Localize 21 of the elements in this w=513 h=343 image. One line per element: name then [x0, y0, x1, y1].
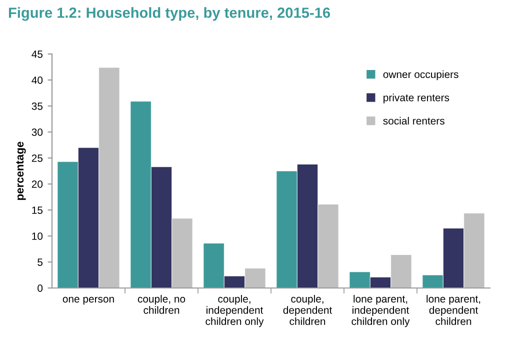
- legend-label: social renters: [383, 116, 444, 125]
- y-tick-label: 30: [32, 128, 43, 136]
- x-tick-label: couple, independent children only: [206, 294, 264, 328]
- y-tick-label: 35: [32, 102, 43, 110]
- chart-title: Figure 1.2: Household type, by tenure, 2015-16: [8, 7, 330, 21]
- y-tick-label: 0: [38, 284, 43, 292]
- y-tick-label: 15: [32, 206, 43, 214]
- y-tick-label: 45: [32, 50, 43, 58]
- x-tick-label: one person: [62, 296, 114, 305]
- y-tick-label: 20: [32, 180, 43, 188]
- x-tick-label: couple, dependent children: [283, 294, 332, 326]
- y-tick-label: 5: [38, 258, 43, 266]
- legend-label: private renters: [384, 94, 450, 104]
- x-tick-label: lone parent, dependent children: [426, 294, 480, 326]
- legend-label: owner occupiers: [383, 70, 458, 80]
- y-tick-label: 10: [32, 232, 43, 240]
- x-tick-label: couple, no children: [138, 294, 186, 314]
- x-tick-label: lone parent, independent children only: [352, 294, 410, 328]
- y-tick-label: 40: [32, 76, 43, 84]
- y-axis-title: percentage: [16, 142, 26, 200]
- y-tick-label: 25: [32, 154, 43, 162]
